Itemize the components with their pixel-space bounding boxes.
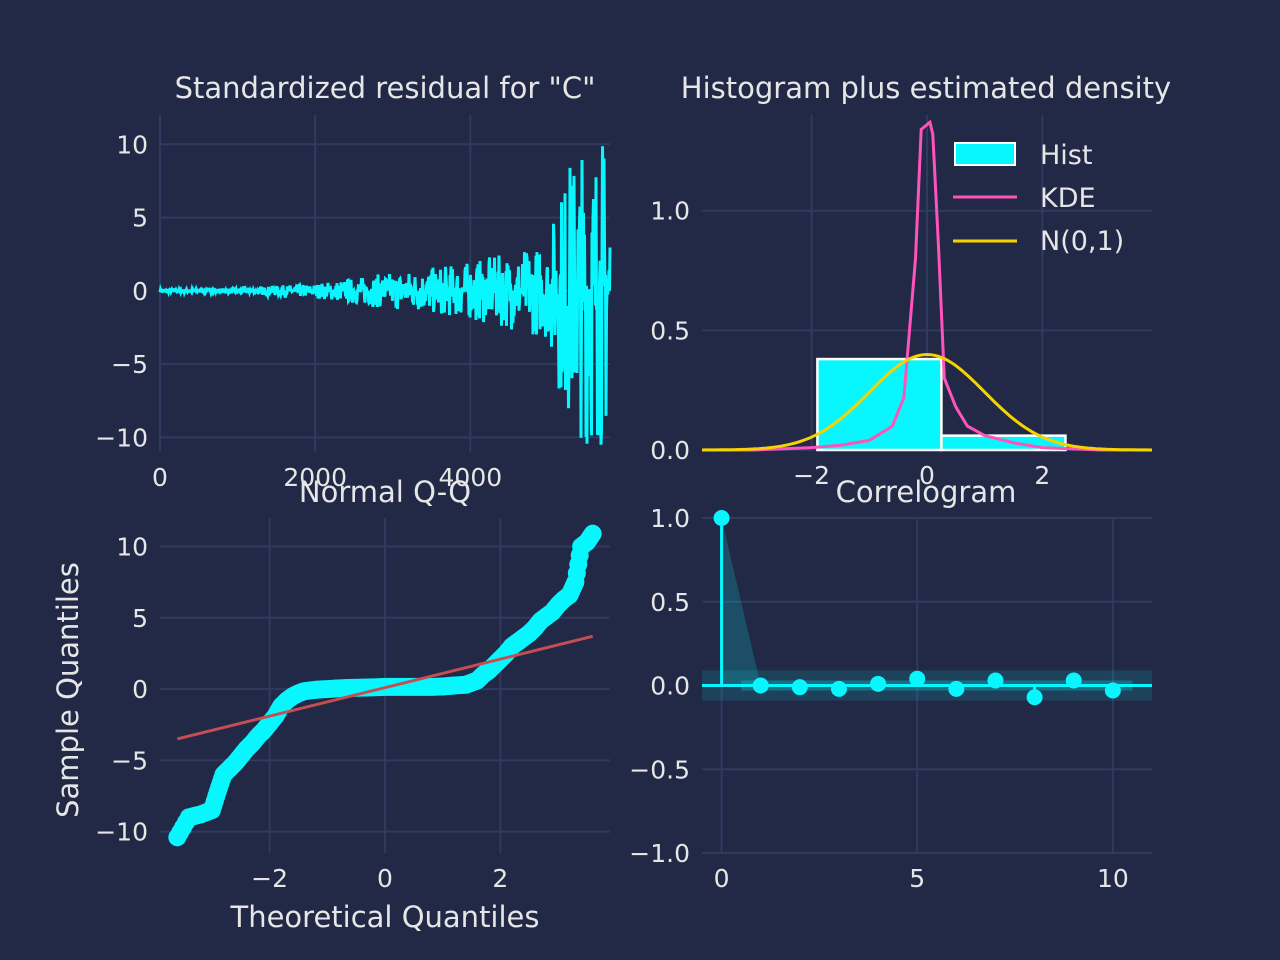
qq-ytick-label: 5 <box>132 604 148 633</box>
correlogram-xtick-label: 0 <box>714 864 730 893</box>
correlogram-ytick-label: 0.0 <box>650 672 690 701</box>
residual-xtick-label: 4000 <box>439 463 503 492</box>
qq-ytick-label: 0 <box>132 675 148 704</box>
qq-panel: Normal Q-Q Theoretical Quantiles Sample … <box>51 475 610 934</box>
qq-ytick-label: 10 <box>116 533 148 562</box>
correlogram-ytick-label: 0.5 <box>650 588 690 617</box>
qq-point <box>582 526 601 545</box>
acf-point <box>909 670 926 687</box>
qq-xlabel: Theoretical Quantiles <box>229 900 539 934</box>
acf-point <box>948 680 965 697</box>
correlogram-xtick-label: 10 <box>1097 864 1129 893</box>
correlogram-ytick-label: −1.0 <box>629 839 690 868</box>
correlogram-title: Correlogram <box>836 475 1017 509</box>
acf-point <box>1104 682 1121 699</box>
residual-ytick-label: 0 <box>132 277 148 306</box>
correlogram-ytick-label: −0.5 <box>629 755 690 784</box>
residual-ytick-label: 5 <box>132 204 148 233</box>
residual-ytick-label: −10 <box>95 423 148 452</box>
acf-point <box>752 677 769 694</box>
qq-xtick-label: 2 <box>492 864 508 893</box>
acf-point <box>791 679 808 696</box>
qq-ytick-label: −5 <box>111 746 148 775</box>
residual-panel: Standardized residual for "C" 0 2000 4000 1… <box>95 71 612 492</box>
qq-title: Normal Q-Q <box>299 475 471 509</box>
legend-hist-swatch <box>954 142 1016 166</box>
residual-xtick-label: 2000 <box>283 463 347 492</box>
correlogram-panel: Correlogram 0 5 10 1.0 0.5 0.0 −0.5 −1.0 <box>629 475 1152 893</box>
histogram-ytick-label: 0.5 <box>650 316 690 345</box>
residual-line <box>158 146 612 445</box>
acf-point <box>830 680 847 697</box>
acf-point <box>870 675 887 692</box>
histogram-panel: Histogram plus estimated density −2 0 2 0.0… <box>650 71 1171 490</box>
histogram-xtick-label: −2 <box>793 461 830 490</box>
histogram-ytick-label: 1.0 <box>650 197 690 226</box>
kde-line <box>702 119 1152 452</box>
histogram-xtick-label: 0 <box>919 461 935 490</box>
legend-normal-label: N(0,1) <box>1040 226 1124 257</box>
legend-kde-label: KDE <box>1040 183 1096 214</box>
legend-hist-label: Hist <box>1040 140 1092 171</box>
histogram-ytick-label: 0.0 <box>650 436 690 465</box>
acf-point <box>1065 672 1082 689</box>
histogram-legend: Hist KDE N(0,1) <box>953 140 1124 257</box>
histogram-title: Histogram plus estimated density <box>681 71 1171 105</box>
qq-ylabel: Sample Quantiles <box>51 562 85 818</box>
residual-ytick-label: −5 <box>111 350 148 379</box>
residual-title: Standardized residual for "C" <box>175 71 596 105</box>
confidence-cone <box>721 518 761 686</box>
acf-point <box>1026 689 1043 706</box>
acf-point <box>713 510 730 526</box>
residual-ytick-label: 10 <box>116 130 148 159</box>
normal-density-line <box>701 352 1153 452</box>
acf-point <box>987 672 1004 689</box>
qq-ytick-label: −10 <box>95 818 148 847</box>
histogram-bar <box>816 357 943 452</box>
residual-xtick-label: 0 <box>152 463 168 492</box>
histogram-xtick-label: 2 <box>1034 461 1050 490</box>
qq-reference-line <box>176 634 594 741</box>
qq-xtick-label: −2 <box>251 864 288 893</box>
correlogram-ytick-label: 1.0 <box>650 504 690 533</box>
correlogram-xtick-label: 5 <box>909 864 925 893</box>
qq-xtick-label: 0 <box>377 864 393 893</box>
